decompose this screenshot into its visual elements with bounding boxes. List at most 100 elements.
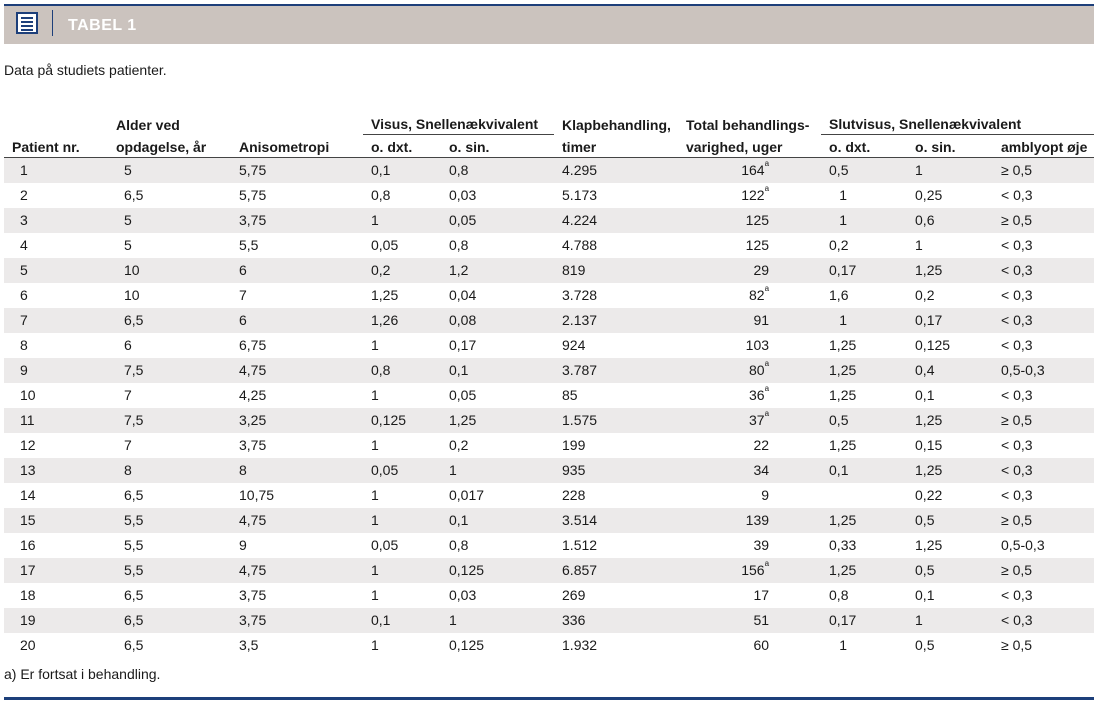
cell-anisometropi: 3,75 (231, 608, 363, 633)
cell-total-weeks: 82a (678, 283, 821, 308)
cell-amblyopt: < 0,3 (1001, 587, 1033, 603)
cell-value: 17 (753, 587, 770, 603)
cell-visus-od: 1 (371, 387, 379, 403)
col-group-visus: Visus, Snellenækvivalent (363, 112, 555, 135)
cell-anisometropi: 6 (231, 258, 363, 283)
table-caption: Data på studiets patienter. (4, 62, 167, 78)
cell-age: 6,5 (124, 487, 144, 503)
cell-visus-os: 0,04 (449, 287, 477, 303)
cell-total-weeks: 17 (678, 583, 821, 608)
cell-klap-hours: 269 (562, 587, 586, 603)
cell-patient-nr: 8 (20, 337, 28, 353)
cell-slut-os: 0,5 (907, 508, 994, 533)
cell-visus-os: 0,03 (449, 187, 477, 203)
cell-visus-od: 0,05 (363, 458, 441, 483)
cell-visus-od: 0,2 (363, 258, 441, 283)
table-row: 12 7 3,75 1 0,2 199 22 1,25 0,15 < 0,3 (4, 433, 1094, 458)
cell-age: 7,5 (108, 408, 231, 433)
cell-total-weeks: 9 (678, 483, 821, 508)
cell-total-weeks: 156a (678, 558, 822, 583)
cell-amblyopt: ≥ 0,5 (993, 558, 1095, 583)
cell-total-weeks: 39 (678, 533, 821, 558)
cell-age: 7 (124, 437, 132, 453)
footnote-marker: a (764, 409, 770, 418)
cell-visus-od: 0,05 (371, 537, 399, 553)
cell-slut-od: 0,33 (829, 537, 857, 553)
cell-age: 6 (124, 337, 132, 353)
cell-visus-od: 1 (363, 558, 441, 583)
cell-slut-os: 0,25 (915, 187, 943, 203)
cell-visus-od: 1 (363, 508, 441, 533)
cell-patient-nr: 1 (4, 157, 108, 183)
table-row: 9 7,5 4,75 0,8 0,1 3.787 80a 1,25 0,4 0,5-0,3 (4, 358, 1095, 383)
col-header-empty (231, 112, 363, 135)
cell-slut-od: 1,25 (821, 558, 908, 583)
cell-anisometropi: 5,75 (231, 157, 363, 183)
cell-slut-os: 0,4 (907, 358, 994, 383)
cell-age: 5,5 (124, 537, 144, 553)
table-row: 3 5 3,75 1 0,05 4.224 125 1 0,6 ≥ 0,5 (4, 208, 1095, 233)
cell-patient-nr: 12 (20, 437, 36, 453)
footnote-marker: a (764, 159, 770, 168)
table-header-bar: TABEL 1 (4, 6, 1094, 44)
cell-value: 156 (741, 562, 765, 578)
cell-klap-hours: 85 (562, 387, 578, 403)
cell-total-weeks: 37a (678, 408, 822, 433)
cell-total-weeks: 80a (678, 358, 822, 383)
cell-slut-os: 1,25 (907, 408, 994, 433)
cell-anisometropi: 5,5 (239, 237, 259, 253)
cell-patient-nr: 2 (20, 187, 28, 203)
cell-visus-os: 1,25 (441, 408, 555, 433)
cell-visus-os: 0,017 (449, 487, 485, 503)
footnote-marker: a (764, 384, 770, 393)
cell-slut-os: 0,2 (915, 287, 935, 303)
cell-patient-nr: 5 (4, 258, 108, 283)
cell-anisometropi: 7 (239, 287, 247, 303)
table-row: 8 6 6,75 1 0,17 924 103 1,25 0,125 < 0,3 (4, 333, 1094, 358)
cell-slut-os: 0,5 (907, 558, 994, 583)
cell-slut-od: 0,5 (821, 157, 908, 183)
cell-visus-od: 1 (363, 208, 441, 233)
table-row: 13 8 8 0,05 1 935 34 0,1 1,25 < 0,3 (4, 458, 1095, 483)
cell-value: 60 (753, 637, 770, 653)
cell-klap-hours: 1.575 (554, 408, 679, 433)
cell-amblyopt: < 0,3 (1001, 387, 1033, 403)
cell-amblyopt: < 0,3 (993, 258, 1095, 283)
cell-visus-os: 0,05 (441, 208, 555, 233)
cell-total-weeks: 51 (678, 608, 822, 633)
cell-anisometropi: 3,75 (239, 587, 267, 603)
cell-amblyopt: 0,5-0,3 (993, 358, 1095, 383)
cell-age: 5,5 (108, 558, 231, 583)
col-header-total-line2: varighed, uger (686, 139, 783, 155)
cell-slut-os: 1 (915, 237, 923, 253)
cell-slut-od: 1 (821, 308, 908, 333)
cell-value: 80 (748, 362, 765, 378)
cell-klap-hours: 228 (562, 487, 586, 503)
cell-amblyopt: < 0,3 (993, 458, 1095, 483)
cell-patient-nr: 19 (4, 608, 108, 633)
col-header-amblyopt: amblyopt øje (1001, 139, 1088, 155)
cell-patient-nr: 15 (4, 508, 108, 533)
cell-total-weeks: 125 (678, 233, 821, 258)
cell-visus-os: 0,125 (449, 637, 485, 653)
cell-visus-od: 1,25 (371, 287, 399, 303)
col-header-patient: Patient nr. (12, 139, 80, 155)
cell-slut-os: 0,6 (907, 208, 994, 233)
cell-klap-hours: 2.137 (554, 308, 679, 333)
cell-klap-hours: 4.295 (554, 157, 679, 183)
table-title: TABEL 1 (68, 17, 137, 34)
cell-total-weeks: 91 (678, 308, 822, 333)
cell-klap-hours: 1.932 (562, 637, 598, 653)
cell-total-weeks: 36a (678, 383, 821, 408)
cell-visus-os: 0,17 (449, 337, 477, 353)
cell-slut-os: 1 (907, 157, 994, 183)
cell-amblyopt: < 0,3 (1001, 487, 1033, 503)
col-header-klap-line2: timer (562, 139, 597, 155)
cell-klap-hours: 819 (554, 258, 679, 283)
cell-slut-os: 0,1 (915, 387, 935, 403)
cell-anisometropi: 3,75 (239, 437, 267, 453)
col-header-slut-od: o. dxt. (829, 139, 871, 155)
cell-patient-nr: 7 (4, 308, 108, 333)
cell-klap-hours: 924 (562, 337, 586, 353)
cell-slut-od: 0,2 (829, 237, 849, 253)
